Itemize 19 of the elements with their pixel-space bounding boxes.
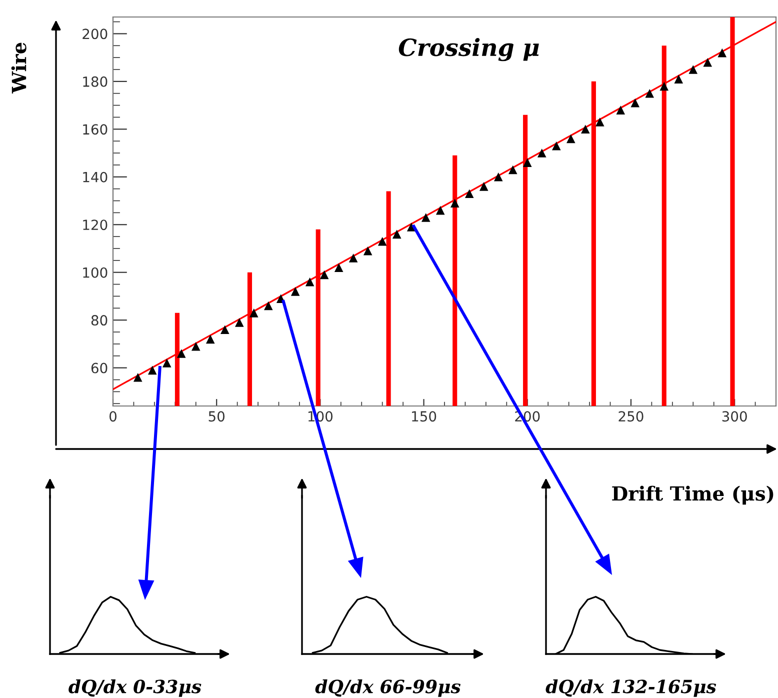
- x-tick-label: 0: [109, 411, 116, 422]
- text: dQ/dx 132-165μs: [546, 679, 716, 697]
- y-tick-label: 200: [82, 28, 108, 40]
- x-tick-label: 150: [412, 411, 436, 422]
- x-tick-label: 250: [618, 411, 644, 422]
- x-tick-label: 50: [208, 411, 225, 422]
- y-tick-label: 140: [83, 172, 108, 182]
- y-tick-label: 100: [83, 267, 108, 278]
- y-tick-label: 180: [83, 76, 108, 87]
- y-tick-label: 60: [91, 362, 108, 374]
- y-axis-title: Wire: [11, 42, 26, 94]
- text: dQ/dx 66-99μs: [315, 679, 461, 697]
- y-tick-label: 80: [91, 315, 108, 326]
- y-tick-label: 120: [83, 220, 108, 230]
- x-axis-title: Drift Time (μs): [612, 486, 774, 505]
- y-tick-label: 160: [83, 124, 108, 135]
- x-tick-label: 300: [722, 411, 747, 422]
- text: Crossing μ: [398, 38, 539, 62]
- text: dQ/dx 0-33μs: [68, 679, 202, 697]
